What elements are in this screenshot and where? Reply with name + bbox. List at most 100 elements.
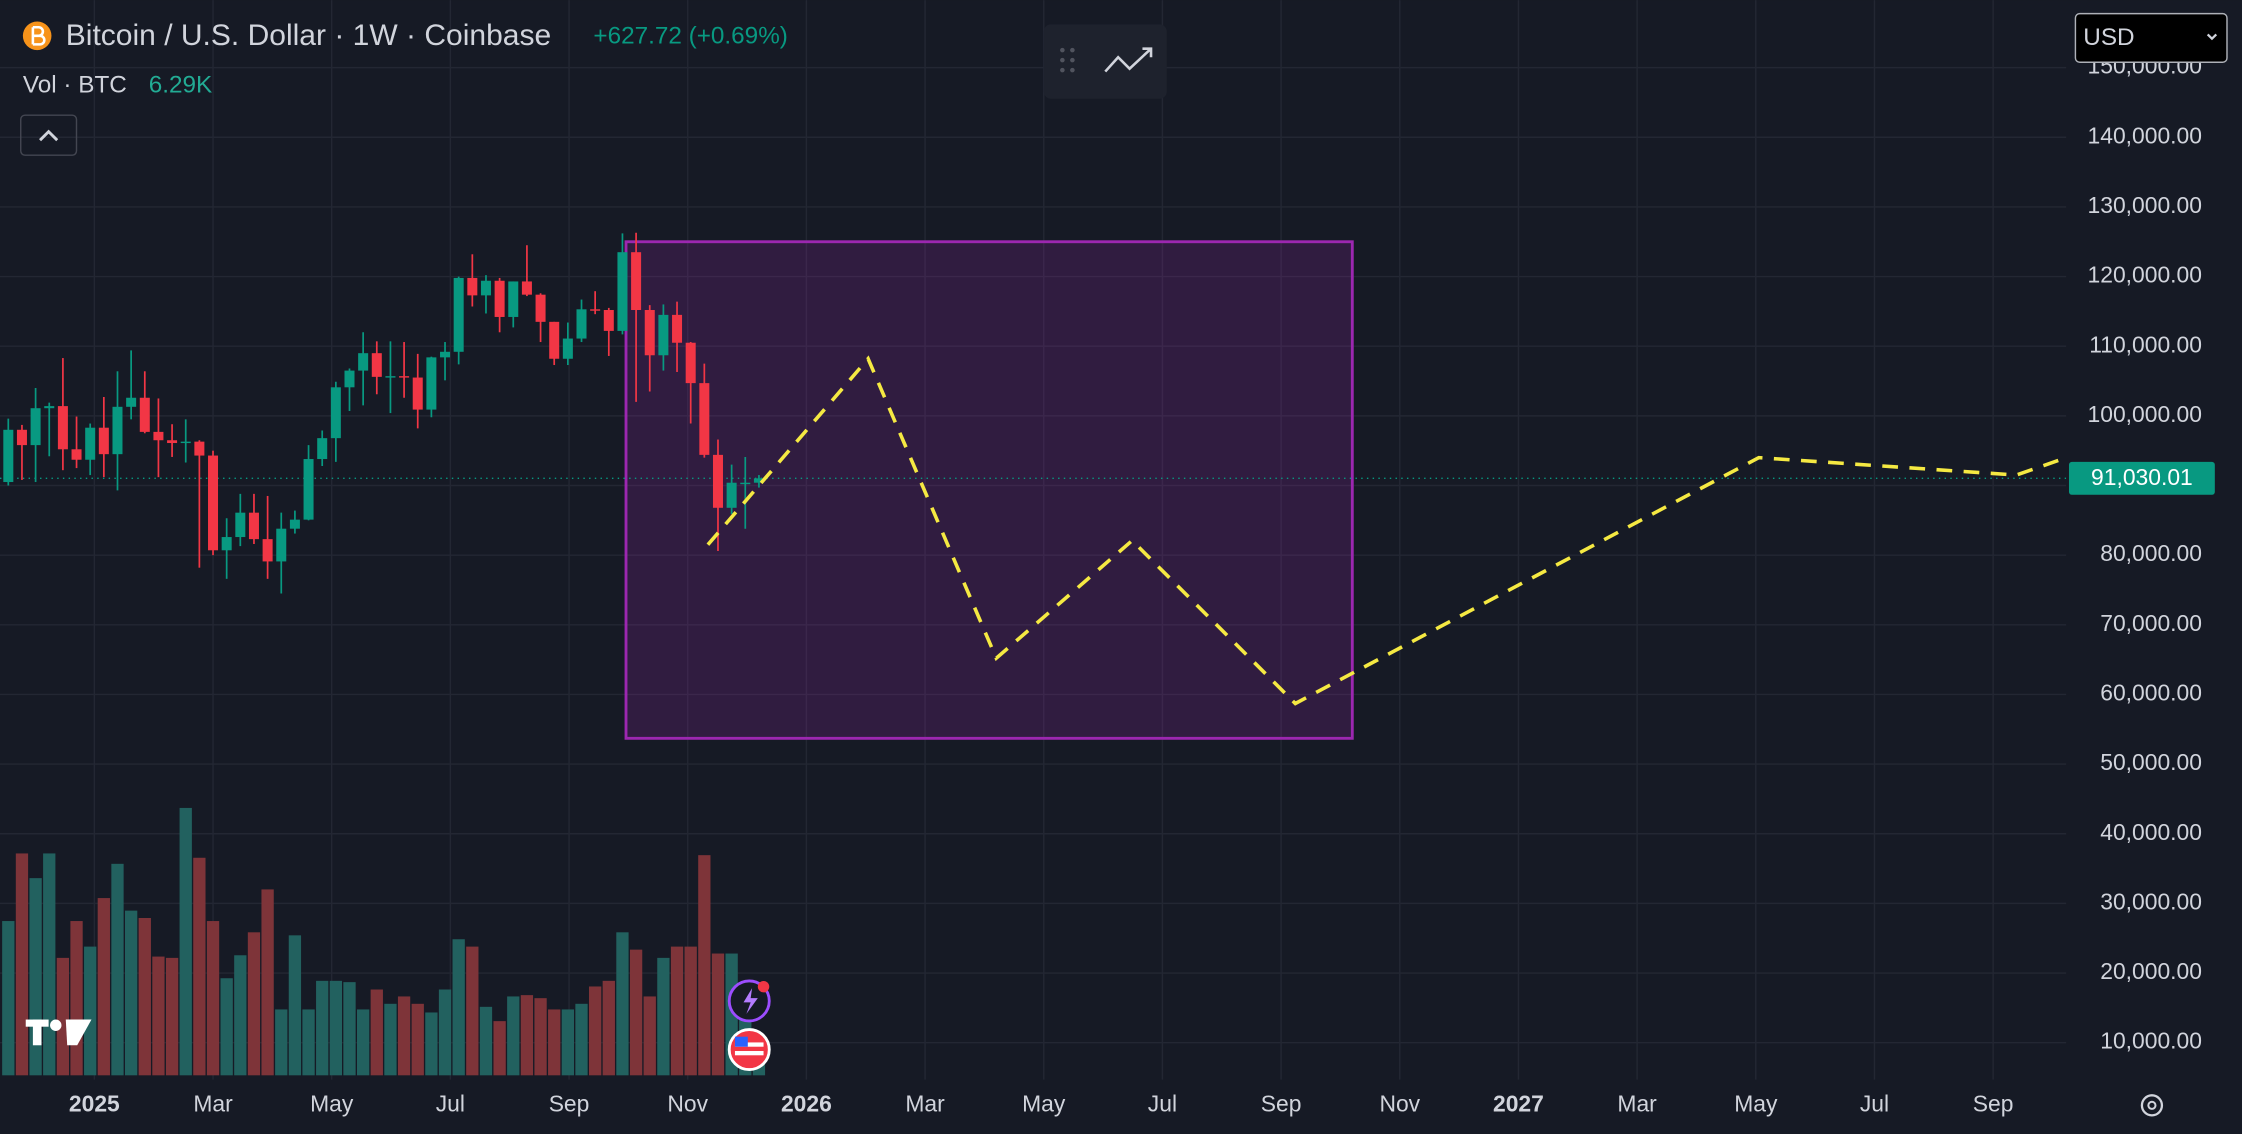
volume-bar (193, 857, 206, 1076)
volume-bar (343, 982, 356, 1076)
volume-bar (411, 1003, 424, 1076)
volume-bar (261, 889, 274, 1076)
candle-body (126, 397, 137, 407)
volume-bar (247, 932, 261, 1076)
volume-bar (70, 921, 83, 1076)
y-tick-label: 10,000.00 (2100, 1028, 2202, 1054)
candle-body (617, 252, 628, 331)
candle-body (235, 512, 246, 538)
y-tick-label: 100,000.00 (2088, 401, 2202, 427)
volume-value: 6.29K (149, 71, 213, 98)
y-tick-label: 60,000.00 (2100, 679, 2202, 705)
volume-bar (520, 995, 534, 1076)
volume-bar (138, 918, 151, 1076)
volume-bar (493, 1021, 506, 1076)
plot-area (0, 232, 2067, 1076)
trend-icon (1104, 47, 1153, 73)
volume-bar (643, 996, 656, 1076)
x-tick-label: Sep (1261, 1090, 1302, 1116)
candle-body (44, 406, 55, 409)
volume-bar (698, 855, 711, 1076)
settings-center (2147, 1100, 2157, 1110)
candle-body (576, 309, 587, 339)
x-tick-label: Nov (1379, 1090, 1420, 1116)
volume-bar (384, 1003, 397, 1076)
candle-body (753, 478, 764, 483)
x-tick-label: 2025 (69, 1090, 120, 1116)
candle-body (289, 519, 300, 529)
candle-body (521, 281, 532, 295)
volume-bar (152, 956, 165, 1076)
x-tick-label: Mar (193, 1090, 233, 1116)
volume-bar (288, 935, 302, 1076)
volume-bar (534, 998, 547, 1076)
candle-body (399, 376, 410, 378)
flag-stripe (734, 1042, 764, 1047)
select-chevron (2206, 33, 2218, 41)
volume-bar (425, 1012, 438, 1076)
candle-body (631, 252, 642, 310)
y-tick-label: 120,000.00 (2088, 262, 2202, 288)
x-tick-label: Mar (905, 1090, 945, 1116)
candle-body (385, 376, 396, 378)
x-tick-label: Jul (436, 1090, 465, 1116)
x-tick-label: 2027 (1493, 1090, 1544, 1116)
volume-bar (657, 957, 670, 1076)
candle-body (699, 383, 710, 455)
volume-bar (206, 921, 220, 1076)
events-badge[interactable] (727, 1028, 771, 1072)
volume-bar (15, 853, 29, 1076)
candle-body (98, 427, 109, 455)
candle-body (412, 377, 423, 410)
volume-bar (43, 853, 56, 1076)
volume-bar (2, 921, 15, 1076)
candle-body (494, 280, 505, 317)
candle-body (276, 528, 287, 562)
candle-body (508, 281, 519, 317)
volume-bar (507, 996, 520, 1076)
x-tick-label: Nov (667, 1090, 708, 1116)
volume-bar (356, 1009, 370, 1076)
candle-body (57, 406, 68, 450)
candle-body (603, 309, 614, 331)
y-tick-label: 80,000.00 (2100, 540, 2202, 566)
x-tick-label: May (1022, 1090, 1066, 1116)
candle-body (16, 429, 27, 446)
x-tick-label: 2026 (781, 1090, 832, 1116)
y-tick-label: 50,000.00 (2100, 749, 2202, 775)
y-tick-label: 130,000.00 (2088, 192, 2202, 218)
settings-icon[interactable] (2140, 1094, 2164, 1117)
y-tick-label: 30,000.00 (2100, 888, 2202, 914)
candle-body (426, 357, 437, 410)
assistant-icon (743, 988, 758, 1014)
volume-bar (452, 939, 465, 1076)
candle-body (85, 427, 96, 460)
y-tick-label: 110,000.00 (2089, 331, 2202, 357)
candle-body (712, 454, 723, 508)
volume-bar (56, 957, 70, 1076)
candle-body (685, 342, 696, 384)
candle-body (467, 277, 478, 296)
currency-select[interactable] (2074, 12, 2228, 63)
flag-stripe (734, 1051, 764, 1056)
volume-bar (84, 946, 97, 1076)
collapse-icon (39, 129, 59, 142)
volume-bar (111, 863, 124, 1076)
projection-line (706, 355, 2060, 706)
candle-body (672, 314, 683, 343)
candle-body (167, 440, 178, 444)
volume-bar (561, 1009, 575, 1076)
volume-bar (220, 978, 233, 1076)
candle-body (30, 408, 41, 446)
volume-bar (629, 949, 643, 1076)
x-tick-label: Jul (1148, 1090, 1177, 1116)
drawing-toolbar[interactable] (1043, 24, 1167, 99)
candle-body (248, 512, 259, 540)
collapse-button[interactable] (20, 114, 78, 156)
candle-body (371, 353, 382, 377)
range-box (624, 240, 1354, 740)
candle-body (153, 431, 164, 441)
volume-bar (397, 996, 411, 1076)
flag-canton (734, 1036, 748, 1047)
